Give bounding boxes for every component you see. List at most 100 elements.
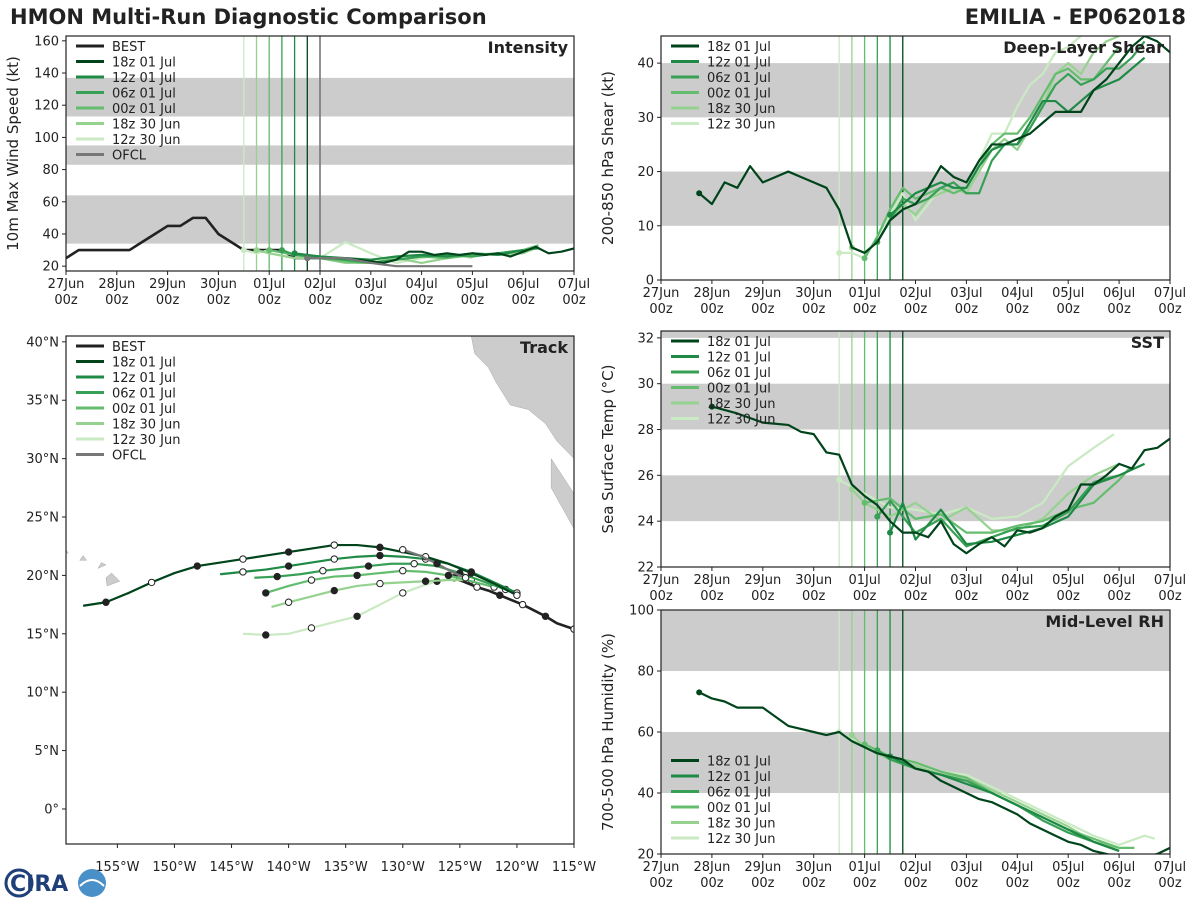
track-point xyxy=(496,591,504,599)
intensity-xtick-label: 07Jul xyxy=(558,277,590,292)
track-point xyxy=(376,579,384,588)
sst-band-2 xyxy=(661,331,1170,338)
rh-xtick-label: 00z xyxy=(700,876,724,891)
track-point xyxy=(421,577,430,585)
rh-xtick-label: 06Jul xyxy=(1103,860,1135,875)
intensity-ytick-label: 60 xyxy=(42,195,59,210)
sst-start-marker xyxy=(848,486,855,493)
shear-xtick-label: 00z xyxy=(1006,302,1030,317)
track-xtick-label: 135°W xyxy=(324,860,368,875)
intensity-xtick-label: 02Jul xyxy=(304,277,336,292)
shear-xtick-label: 05Jul xyxy=(1052,286,1084,301)
intensity-xtick-label: 27Jun xyxy=(48,277,85,292)
track-series-00z-01-Jul xyxy=(265,569,495,594)
rh-ytick-label: 80 xyxy=(637,665,654,680)
track-xtick-label: 150°W xyxy=(152,860,196,875)
shear-ytick-label: 0 xyxy=(646,274,654,289)
logo-ring xyxy=(4,868,34,898)
rh-ytick-label: 20 xyxy=(637,848,654,863)
track-legend-label: 06z 01 Jul xyxy=(112,387,176,402)
track-legend-label: 12z 01 Jul xyxy=(112,371,176,386)
track-point xyxy=(193,562,201,570)
rh-band-1 xyxy=(661,610,1170,671)
shear-legend-label: 18z 01 Jul xyxy=(707,40,771,55)
shear-series-18z-01-Jul xyxy=(698,36,1170,254)
rh-xtick-label: 00z xyxy=(1057,876,1081,891)
track-ytick-label: 0° xyxy=(44,802,59,817)
track-title: Track xyxy=(520,338,568,357)
sst-ylabel: Sea Surface Temp (°C) xyxy=(599,364,617,533)
shear-ylabel: 200-850 hPa Shear (kt) xyxy=(599,71,617,245)
intensity-legend-label: 18z 30 Jun xyxy=(112,118,181,133)
shear-xtick-label: 00z xyxy=(802,302,826,317)
sst-start-marker xyxy=(874,513,881,520)
rh-xtick-label: 00z xyxy=(955,876,979,891)
oahu-island xyxy=(79,555,88,561)
sst-start-marker xyxy=(861,499,868,506)
intensity-xtick-label: 06Jul xyxy=(507,277,539,292)
track-point xyxy=(319,567,327,575)
shear-xtick-label: 04Jul xyxy=(1001,286,1033,301)
shear-band-1 xyxy=(661,63,1170,118)
sst-panel: 22242628303227Jun00z28Jun00z29Jun00z30Ju… xyxy=(599,330,1186,604)
intensity-xtick-label: 04Jul xyxy=(405,277,437,292)
intensity-ytick-label: 20 xyxy=(42,260,59,275)
intensity-xtick-label: 28Jun xyxy=(98,277,135,292)
track-ytick-label: 5°N xyxy=(35,744,60,759)
shear-ytick-label: 40 xyxy=(637,57,654,72)
shear-panel: 01020304027Jun00z28Jun00z29Jun00z30Jun00… xyxy=(599,35,1186,317)
intensity-xtick-label: 29Jun xyxy=(149,277,186,292)
sst-xtick-label: 28Jun xyxy=(693,573,730,588)
sst-xtick-label: 06Jul xyxy=(1103,573,1135,588)
track-point xyxy=(284,598,293,606)
rh-legend-label: 12z 30 Jun xyxy=(707,832,776,847)
intensity-ytick-label: 100 xyxy=(34,131,59,146)
shear-xtick-label: 07Jul xyxy=(1154,286,1186,301)
track-xtick-label: 155°W xyxy=(95,860,139,875)
sst-xtick-label: 00z xyxy=(904,589,928,604)
track-plot-area xyxy=(66,336,574,639)
rh-ylabel: 700-500 hPa Humidity (%) xyxy=(599,633,617,831)
track-point xyxy=(467,569,475,577)
track-point xyxy=(513,591,521,599)
track-point xyxy=(399,589,407,597)
shear-xtick-label: 01Jul xyxy=(848,286,880,301)
sst-legend-label: 12z 30 Jun xyxy=(707,413,776,428)
rh-xtick-label: 00z xyxy=(853,876,877,891)
rh-xtick-label: 02Jul xyxy=(899,860,931,875)
track-point xyxy=(330,555,338,563)
north-america-land xyxy=(471,336,574,459)
rh-legend-label: 18z 30 Jun xyxy=(707,817,776,832)
shear-xtick-label: 27Jun xyxy=(643,286,680,301)
sst-series-00z-01-Jul xyxy=(864,467,1131,534)
rh-legend-label: 12z 01 Jul xyxy=(707,770,771,785)
track-ytick-label: 10°N xyxy=(26,686,59,701)
intensity-ytick-label: 80 xyxy=(42,163,59,178)
rh-xtick-label: 07Jul xyxy=(1154,860,1186,875)
shear-start-marker xyxy=(696,190,703,197)
sst-xtick-label: 00z xyxy=(751,589,775,604)
shear-xtick-label: 03Jul xyxy=(950,286,982,301)
intensity-xtick-label: 00z xyxy=(461,293,485,308)
intensity-ylabel: 10m Max Wind Speed (kt) xyxy=(4,56,22,251)
sst-band-0 xyxy=(661,475,1170,522)
shear-xtick-label: 00z xyxy=(700,302,724,317)
sst-xtick-label: 05Jul xyxy=(1052,573,1084,588)
track-point xyxy=(353,571,361,580)
intensity-start-marker xyxy=(240,247,247,254)
intensity-legend-label: 12z 01 Jul xyxy=(112,71,176,86)
track-ytick-label: 40°N xyxy=(26,335,59,350)
track-legend-label: 18z 30 Jun xyxy=(112,418,181,433)
sst-xtick-label: 00z xyxy=(1057,589,1081,604)
shear-xtick-label: 00z xyxy=(1057,302,1081,317)
track-frame xyxy=(65,335,575,845)
intensity-legend-label: 18z 01 Jul xyxy=(112,56,176,71)
baja-land xyxy=(550,457,574,530)
rh-xtick-label: 01Jul xyxy=(848,860,880,875)
storm-title: EMILIA - EP062018 xyxy=(964,5,1186,29)
sst-xtick-label: 00z xyxy=(955,589,979,604)
rh-xtick-label: 04Jul xyxy=(1001,860,1033,875)
intensity-xtick-label: 00z xyxy=(156,293,180,308)
shear-xtick-label: 00z xyxy=(649,302,673,317)
rh-ytick-label: 60 xyxy=(637,726,654,741)
